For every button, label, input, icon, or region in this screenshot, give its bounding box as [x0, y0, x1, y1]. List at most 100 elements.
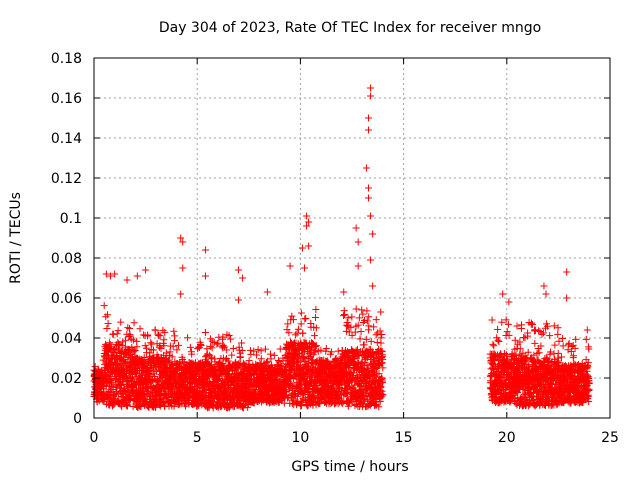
data-point [179, 264, 187, 272]
data-point [228, 351, 236, 359]
data-point [369, 282, 377, 290]
data-point [157, 345, 165, 353]
data-point [286, 262, 294, 270]
data-point [207, 342, 215, 350]
data-point [201, 272, 209, 280]
data-point [160, 342, 168, 350]
data-points [90, 84, 593, 412]
data-point [109, 330, 117, 338]
data-point [184, 334, 192, 342]
data-point [238, 339, 246, 347]
data-point [365, 126, 373, 134]
data-point [197, 341, 205, 349]
data-point [229, 345, 237, 353]
y-tick-label: 0.02 [51, 371, 82, 387]
data-point [100, 302, 108, 310]
data-point [151, 326, 159, 334]
data-point [253, 351, 261, 359]
data-point [133, 272, 141, 280]
data-point [299, 329, 307, 337]
y-tick-labels: 00.020.040.060.080.10.120.140.160.18 [51, 51, 82, 427]
data-point [117, 381, 125, 389]
data-point [254, 346, 262, 354]
data-point [489, 340, 497, 348]
data-point [503, 328, 511, 336]
data-point [201, 246, 209, 254]
x-tick-label: 20 [498, 430, 516, 446]
y-tick-label: 0.06 [51, 291, 82, 307]
data-point [312, 314, 320, 322]
data-point [554, 330, 562, 338]
data-point [176, 360, 184, 368]
data-point [283, 326, 291, 334]
x-axis-label: GPS time / hours [291, 459, 408, 475]
data-point [152, 403, 160, 411]
data-point [245, 357, 253, 365]
data-point [131, 347, 139, 355]
data-point [136, 325, 144, 333]
data-point [144, 332, 152, 340]
data-point [147, 339, 155, 347]
x-tick-label: 5 [193, 430, 202, 446]
data-point [488, 316, 496, 324]
data-point [194, 345, 202, 353]
data-point [169, 342, 177, 350]
data-point [298, 244, 306, 252]
data-point [311, 332, 319, 340]
data-point [563, 294, 571, 302]
data-point [213, 340, 221, 348]
data-point [540, 282, 548, 290]
data-point [285, 329, 293, 337]
data-point [113, 330, 121, 338]
data-point [505, 331, 513, 339]
data-point [223, 346, 231, 354]
data-point [367, 256, 375, 264]
data-point [250, 347, 258, 355]
data-point [133, 343, 141, 351]
data-point [365, 322, 373, 330]
data-point [238, 347, 246, 355]
data-point [365, 114, 373, 122]
data-point [357, 327, 365, 335]
data-point [288, 312, 296, 320]
data-point [494, 326, 502, 334]
data-point [542, 290, 550, 298]
data-point [114, 327, 122, 335]
data-point [188, 350, 196, 358]
y-tick-label: 0.12 [51, 171, 82, 187]
data-point [117, 382, 125, 390]
data-point [563, 268, 571, 276]
data-point [270, 351, 278, 359]
data-point [312, 305, 320, 313]
data-point [208, 344, 216, 352]
data-point [160, 336, 168, 344]
data-point [362, 164, 370, 172]
y-tick-label: 0.1 [60, 211, 82, 227]
data-point [365, 194, 373, 202]
data-point [177, 290, 185, 298]
y-tick-label: 0.16 [51, 91, 82, 107]
x-tick-label: 10 [291, 430, 309, 446]
data-point [214, 339, 222, 347]
data-point [565, 341, 573, 349]
y-axis-label: ROTI / TECUs [8, 192, 24, 284]
data-point [377, 339, 385, 347]
data-point [297, 309, 305, 317]
data-point [130, 319, 138, 327]
data-point [340, 288, 348, 296]
data-point [341, 310, 349, 318]
data-point [146, 349, 154, 357]
data-point [122, 336, 130, 344]
data-point [266, 350, 274, 358]
data-point [363, 307, 371, 315]
data-point [367, 92, 375, 100]
data-point [365, 184, 373, 192]
data-point [110, 345, 118, 353]
data-point [119, 338, 127, 346]
x-tick-labels: 0 5 10 15 20 25 [90, 430, 619, 446]
data-point [354, 238, 362, 246]
data-point [144, 388, 152, 396]
data-point [161, 328, 169, 336]
data-point [377, 308, 385, 316]
